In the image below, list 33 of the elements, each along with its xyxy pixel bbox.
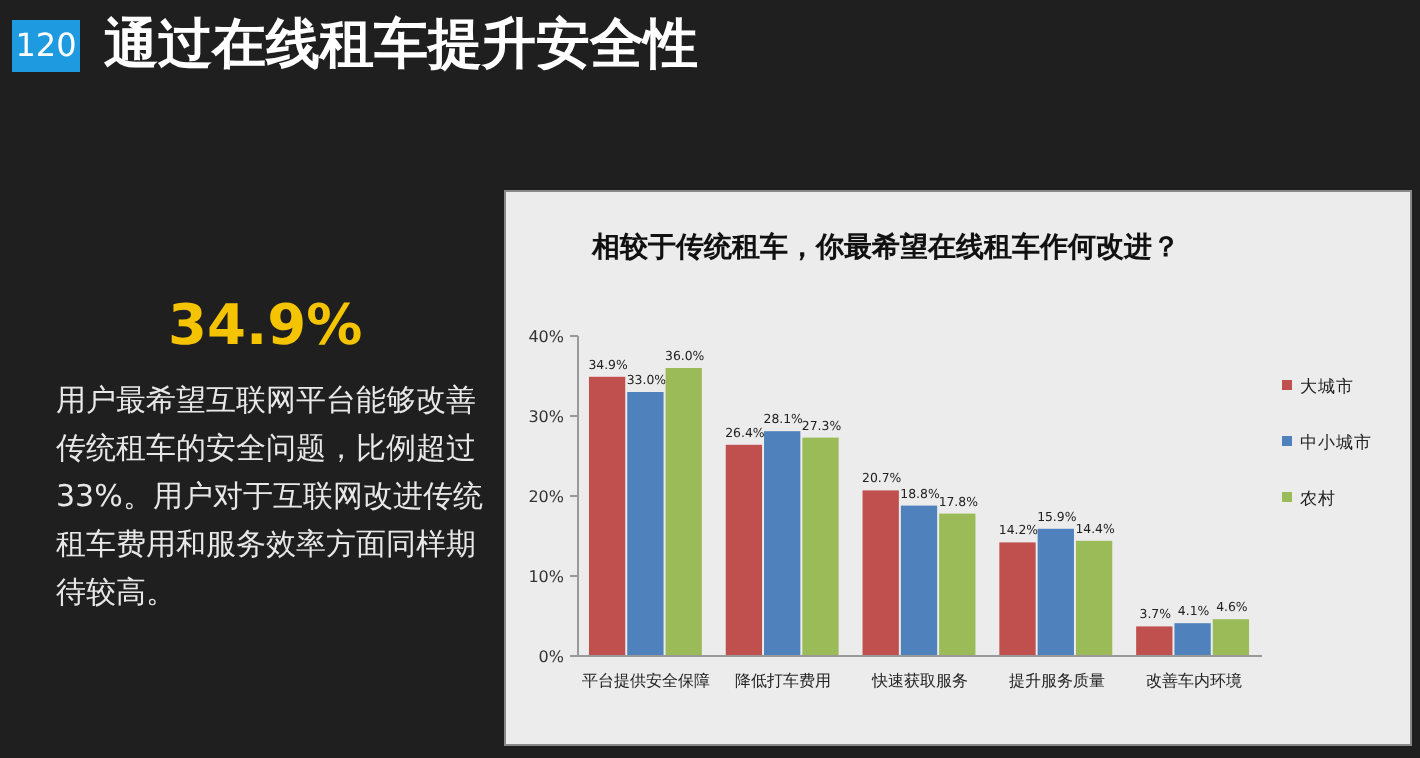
text: 34.9% <box>168 292 363 358</box>
x-tick-label: 降低打车费用 <box>735 672 832 690</box>
bar <box>764 431 801 656</box>
bar <box>1174 623 1211 656</box>
bar <box>939 513 976 656</box>
chart-title: 相较于传统租车，你最希望在线租车作何改进？ <box>590 230 1180 264</box>
bar <box>900 505 938 656</box>
y-tick-label: 40% <box>528 328 565 346</box>
bar <box>862 490 899 656</box>
bar <box>1136 626 1173 656</box>
text: 用户最希望互联网平台能够改善传统租车的安全问题，比例超过33%。用户对于互联网改进传统租车费用和服务效率方面同样期待较高。 <box>56 380 485 614</box>
x-tick-label: 平台提供安全保障 <box>582 672 711 690</box>
x-tick-label: 快速获取服务 <box>870 672 968 690</box>
bar <box>1075 540 1113 656</box>
bar <box>627 392 664 656</box>
bar <box>725 444 763 656</box>
text: 通过在线租车提升安全性 <box>104 12 698 80</box>
bar <box>802 437 839 656</box>
text: 120 <box>12 20 80 72</box>
bar <box>999 542 1036 656</box>
bar <box>665 368 702 656</box>
legend-label: 农村 <box>1300 488 1336 510</box>
legend-label: 中小城市 <box>1300 432 1372 454</box>
y-tick-label: 30% <box>528 408 565 426</box>
legend-label: 大城市 <box>1300 376 1354 398</box>
bar <box>588 376 626 656</box>
x-tick-label: 改善车内环境 <box>1145 672 1242 690</box>
bar <box>1037 528 1074 656</box>
y-tick-label: 10% <box>528 568 565 586</box>
bar <box>1212 619 1250 656</box>
y-tick-label: 0% <box>538 648 565 666</box>
y-tick-label: 20% <box>528 488 565 506</box>
x-tick-label: 提升服务质量 <box>1008 672 1105 690</box>
